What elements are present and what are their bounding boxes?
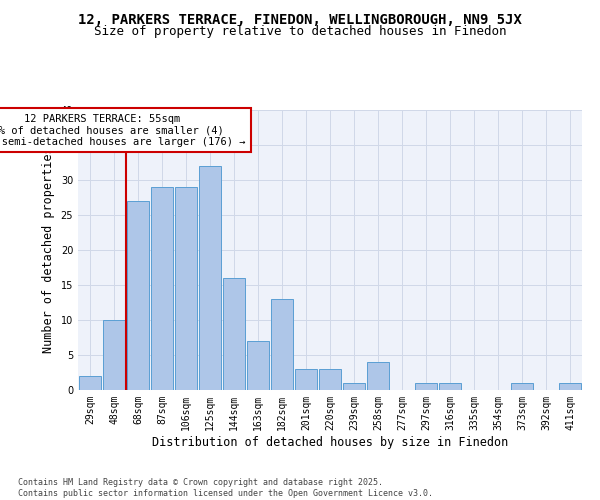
Bar (175, 187, 197, 390)
Y-axis label: Number of detached properties: Number of detached properties (42, 146, 55, 354)
Bar (79, 376, 101, 390)
Text: Size of property relative to detached houses in Finedon: Size of property relative to detached ho… (94, 25, 506, 38)
Bar (127, 201, 149, 390)
Bar (319, 369, 341, 390)
Text: 12 PARKERS TERRACE: 55sqm
← 2% of detached houses are smaller (4)
98% of semi-de: 12 PARKERS TERRACE: 55sqm ← 2% of detach… (0, 114, 246, 146)
Bar (247, 341, 269, 390)
Bar (343, 383, 365, 390)
Bar (415, 383, 437, 390)
Text: Contains HM Land Registry data © Crown copyright and database right 2025.
Contai: Contains HM Land Registry data © Crown c… (18, 478, 433, 498)
Bar (439, 383, 461, 390)
X-axis label: Distribution of detached houses by size in Finedon: Distribution of detached houses by size … (152, 436, 508, 448)
Bar (151, 187, 173, 390)
Bar (199, 166, 221, 390)
Bar (511, 383, 533, 390)
Bar (223, 278, 245, 390)
Bar (271, 299, 293, 390)
Bar (367, 362, 389, 390)
Bar (103, 320, 125, 390)
Text: 12, PARKERS TERRACE, FINEDON, WELLINGBOROUGH, NN9 5JX: 12, PARKERS TERRACE, FINEDON, WELLINGBOR… (78, 12, 522, 26)
Bar (295, 369, 317, 390)
Bar (559, 383, 581, 390)
